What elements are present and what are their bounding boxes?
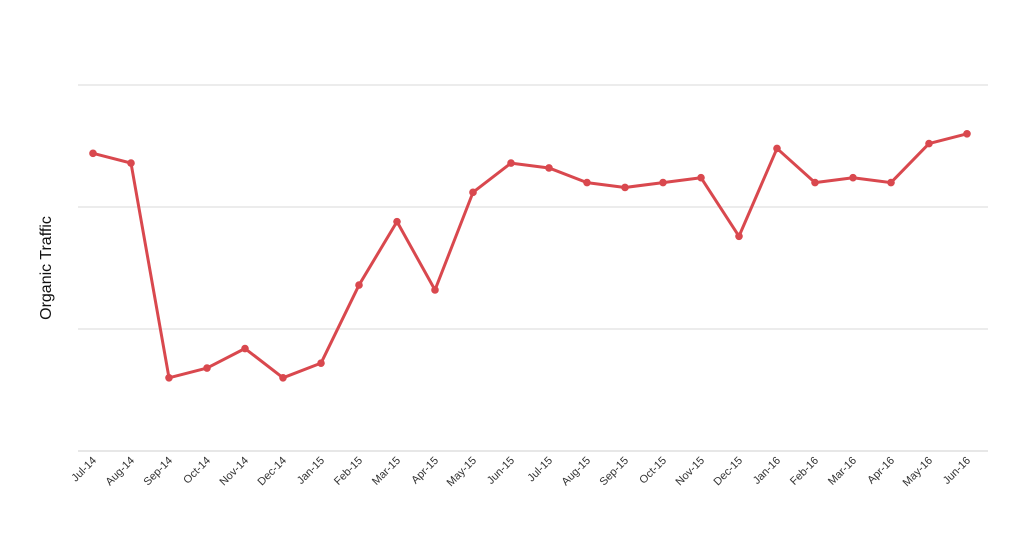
data-point-nov-15: [697, 173, 705, 182]
data-point-jan-16: [773, 144, 781, 153]
data-point-apr-16: [887, 178, 895, 187]
data-point-may-16: [925, 139, 933, 148]
series-group: [89, 130, 971, 382]
x-tick-labels: Jul-14 Aug-14 Sep-14 Oct-14 Nov-14 Dec-14 Jan-…: [69, 455, 973, 489]
x-tick-label: Dec-14: [256, 455, 290, 489]
x-tick-label: Dec-15: [712, 455, 746, 489]
data-point-aug-14: [127, 159, 135, 167]
x-tick-label: Sep-15: [598, 455, 632, 489]
data-point-feb-16: [811, 178, 819, 187]
data-point-aug-15: [583, 178, 591, 187]
x-tick-label: May-16: [901, 455, 935, 489]
data-point-sep-15: [621, 183, 629, 192]
x-tick-label: Mar-16: [826, 455, 859, 488]
x-tick-label: Nov-15: [674, 455, 708, 489]
data-point-dec-14: [279, 374, 287, 382]
x-tick-label: Sep-14: [142, 455, 176, 489]
x-tick-label: Jun-16: [941, 455, 973, 487]
data-point-sep-14: [165, 374, 173, 382]
x-tick-label: Aug-14: [104, 455, 138, 489]
data-point-feb-15: [355, 281, 363, 289]
data-point-jan-15: [317, 359, 325, 367]
data-point-jun-15: [507, 159, 515, 167]
x-tick-label: Mar-15: [370, 455, 403, 488]
gridlines: [78, 84, 988, 452]
x-tick-label: Apr-16: [865, 455, 897, 487]
x-tick-label: Jul-14: [69, 455, 99, 485]
data-point-jun-16: [963, 130, 971, 138]
x-tick-label: Jun-15: [485, 455, 517, 487]
data-point-mar-15: [393, 217, 401, 226]
x-tick-label: Oct-15: [637, 455, 669, 487]
series-line: [91, 132, 969, 380]
x-tick-label: Jul-15: [525, 455, 555, 485]
data-point-jul-15: [545, 164, 553, 172]
data-point-apr-15: [431, 286, 439, 294]
data-point-jul-14: [89, 149, 97, 158]
data-point-oct-14: [203, 364, 211, 372]
y-axis-label: Organic Traffic: [38, 216, 55, 320]
data-point-dec-15: [735, 232, 743, 241]
x-tick-label: Jan-15: [295, 455, 327, 487]
data-point-may-15: [469, 188, 477, 197]
data-point-nov-14: [241, 344, 249, 353]
x-tick-label: Aug-15: [560, 455, 594, 489]
data-point-oct-15: [659, 178, 667, 187]
x-tick-label: Feb-16: [788, 455, 821, 488]
data-point-mar-16: [849, 173, 857, 182]
x-tick-label: Oct-14: [181, 455, 213, 487]
x-tick-label: Nov-14: [218, 455, 252, 489]
x-tick-label: Feb-15: [332, 455, 365, 488]
x-tick-label: Jan-16: [751, 455, 783, 487]
x-tick-label: Apr-15: [409, 455, 441, 487]
x-tick-label: May-15: [445, 455, 479, 489]
